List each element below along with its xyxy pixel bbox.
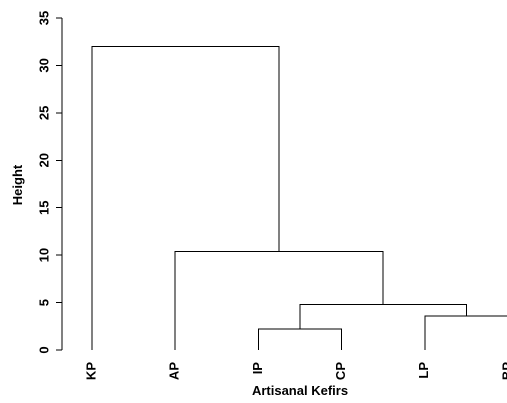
x-axis-title: Artisanal Kefirs <box>252 383 348 398</box>
leaf-label-kp: KP <box>83 362 98 380</box>
y-tick-label: 0 <box>36 346 51 353</box>
merge-link-2 <box>424 315 507 350</box>
y-axis: 0 5 10 15 20 25 30 35 <box>36 11 63 354</box>
merge-link-4 <box>174 250 384 350</box>
leaf-label-ip: IP <box>250 362 265 375</box>
y-tick-label: 35 <box>36 11 51 25</box>
leaf-label-ap: AP <box>167 362 182 380</box>
y-axis-title: Height <box>10 164 25 205</box>
leaf-label-cp: CP <box>333 362 348 380</box>
y-tick-label: 10 <box>36 248 51 262</box>
leaf-labels: KP AP IP CP LP BP <box>83 362 507 380</box>
leaf-label-bp: BP <box>499 362 507 380</box>
y-tick-label: 15 <box>36 200 51 214</box>
y-tick-label: 30 <box>36 58 51 72</box>
merge-link-3 <box>299 303 467 330</box>
merge-link-5 <box>91 45 280 350</box>
y-tick-label: 5 <box>36 299 51 306</box>
y-tick-label: 25 <box>36 106 51 120</box>
y-tick-label: 20 <box>36 153 51 167</box>
merge-link-1 <box>257 328 343 350</box>
dendrogram-links <box>91 45 507 350</box>
leaf-label-lp: LP <box>416 362 431 379</box>
